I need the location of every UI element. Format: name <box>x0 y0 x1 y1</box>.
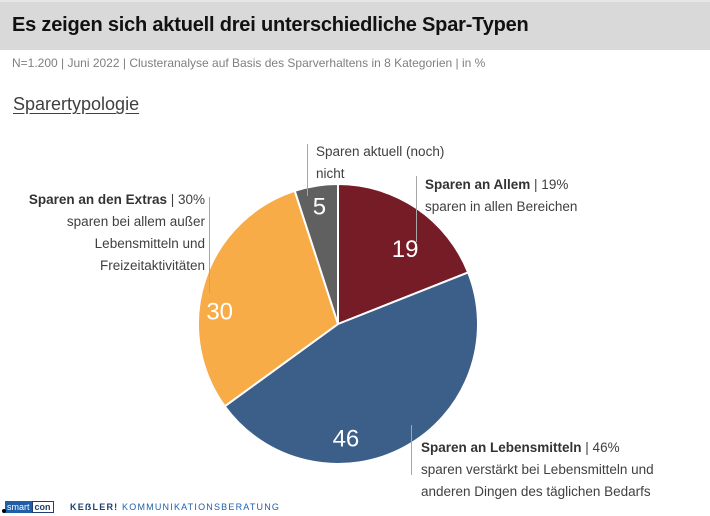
label-lebensmittel-desc1: sparen verstärkt bei Lebensmitteln und <box>421 462 654 477</box>
leader-line-allem <box>416 176 417 242</box>
data-label-1: 46 <box>333 426 360 453</box>
label-nicht-line2: nicht <box>316 166 345 181</box>
data-label-0: 19 <box>392 236 419 263</box>
company-name-rest: KOMMUNIKATIONSBERATUNG <box>118 502 281 512</box>
pie-slice-3 <box>293 182 339 325</box>
company-name-bold: KEẞLER! <box>70 502 119 512</box>
section-heading: Sparertypologie <box>13 94 140 114</box>
label-extras-desc3: Freizeitaktivitäten <box>99 258 205 273</box>
data-label-2: 30 <box>206 298 233 325</box>
leader-line-lebensmittel <box>411 425 412 475</box>
label-lebensmittel-title: Sparen an Lebensmitteln <box>421 440 582 455</box>
logo-dot-icon <box>2 509 6 513</box>
pie-slice-1 <box>223 271 479 465</box>
page-title: Es zeigen sich aktuell drei unterschiedl… <box>12 14 529 36</box>
logo-con: con <box>31 501 54 513</box>
smartcon-logo: smart con <box>2 501 54 513</box>
label-extras: Sparen an den Extras | 30% sparen bei al… <box>29 189 205 277</box>
label-extras-desc1: sparen bei allem außer <box>66 214 205 229</box>
label-allem: Sparen an Allem | 19% sparen in allen Be… <box>425 174 577 218</box>
label-allem-pct: | 19% <box>530 177 569 192</box>
label-extras-pct: | 30% <box>166 192 205 207</box>
data-label-3: 5 <box>313 193 326 220</box>
leader-line-nicht <box>307 144 308 196</box>
label-lebensmittel-desc2: anderen Dingen des täglichen Bedarfs <box>421 484 651 499</box>
label-allem-desc: sparen in allen Bereichen <box>425 199 578 214</box>
label-extras-desc2: Lebensmitteln und <box>94 236 205 251</box>
label-extras-title: Sparen an den Extras <box>28 192 167 207</box>
label-allem-title: Sparen an Allem <box>425 177 531 192</box>
logo-smart: smart <box>5 501 32 513</box>
label-nicht: Sparen aktuell (noch) nicht <box>316 141 444 185</box>
company-name: KEẞLER! KOMMUNIKATIONSBERATUNG <box>70 502 280 512</box>
leader-line-extras <box>209 197 210 293</box>
label-lebensmittel: Sparen an Lebensmitteln | 46% sparen ver… <box>421 437 654 503</box>
label-nicht-line1: Sparen aktuell (noch) <box>316 144 445 159</box>
title-bar: Es zeigen sich aktuell drei unterschiedl… <box>0 0 710 50</box>
label-lebensmittel-pct: | 46% <box>581 440 620 455</box>
subtitle: N=1.200 | Juni 2022 | Clusteranalyse auf… <box>12 56 486 70</box>
pie-slice-2 <box>197 189 340 408</box>
